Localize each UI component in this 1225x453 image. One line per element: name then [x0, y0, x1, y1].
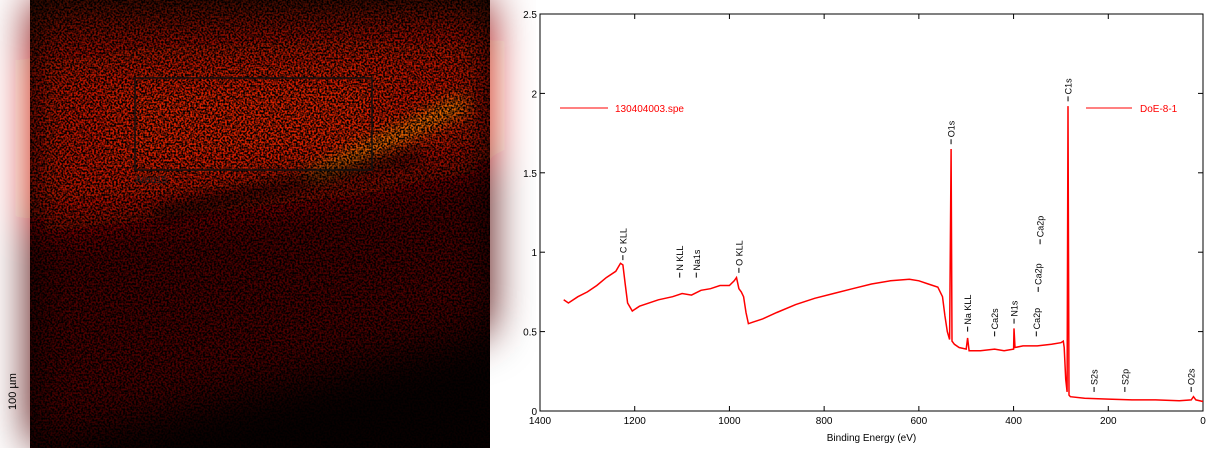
peak-label: Na1s [692, 249, 702, 271]
peak-label: Na KLL [963, 295, 973, 325]
peak-label: N1s [1010, 300, 1020, 317]
x-tick-label: 600 [911, 416, 928, 427]
y-tick-label: 1.5 [523, 169, 537, 180]
x-tick-label: 1200 [624, 416, 647, 427]
plot-frame [539, 13, 1204, 412]
legend-label: DoE-8-1 [1140, 104, 1178, 115]
x-tick-label: 200 [1100, 416, 1117, 427]
area-box [134, 77, 373, 171]
y-tick-label: 2.5 [523, 10, 537, 21]
area-label: Area15 [135, 175, 168, 186]
scale-label: 100 µm [7, 373, 19, 410]
spectrum-line [563, 106, 1204, 403]
x-tick-label: 800 [816, 416, 833, 427]
peak-label: Ca2s [990, 308, 1000, 330]
legend-label: 130404003.spe [615, 104, 684, 115]
peak-label: C1s [1064, 78, 1074, 95]
x-axis-label: Binding Energy (eV) [827, 433, 917, 444]
chart: 1400 1200 1000 800 600 400 200 0 0 0.5 1 1.5 2 2.5 Bin… [523, 10, 1206, 444]
y-tick-label: 2 [531, 89, 537, 100]
peak-label: Ca2p [1032, 308, 1042, 330]
peak-label: O KLL [734, 240, 744, 266]
x-tick-label: 1000 [718, 416, 741, 427]
y-tick-label: 1 [531, 248, 537, 259]
peak-label: Ca2p [1034, 263, 1044, 285]
peak-label: Ca2p [1036, 216, 1046, 238]
peak-label: N KLL [675, 246, 685, 271]
y-tick-label: 0 [531, 407, 537, 418]
peak-label: S2p [1120, 369, 1130, 385]
peak-label: S2s [1090, 369, 1100, 385]
x-tick-label: 0 [1200, 416, 1206, 427]
x-tick-label: 1400 [529, 416, 552, 427]
sem-image: Area15 100 µm [7, 0, 490, 448]
x-tick-label: 400 [1005, 416, 1022, 427]
peak-label: O1s [947, 120, 957, 137]
peak-label: C KLL [618, 228, 628, 253]
y-tick-label: 0.5 [523, 328, 537, 339]
peak-label: O2s [1187, 368, 1197, 385]
